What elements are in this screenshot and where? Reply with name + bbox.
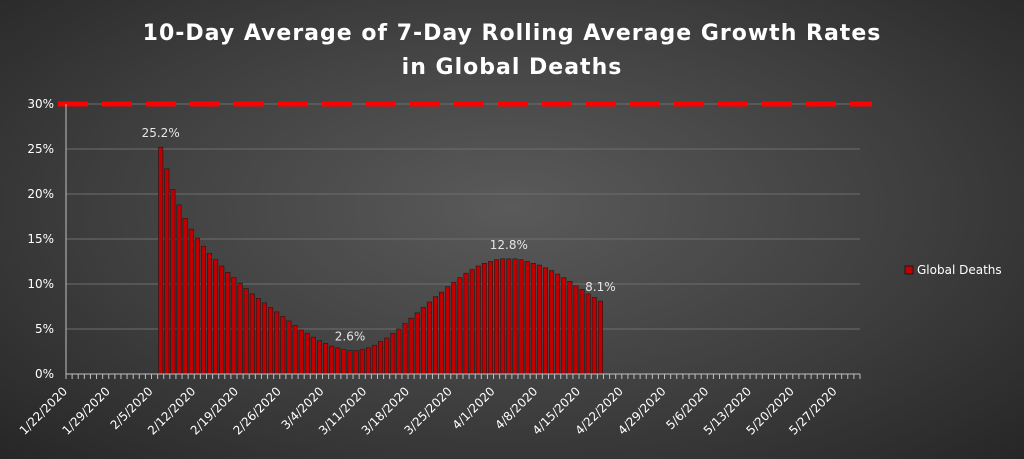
- bar: [219, 265, 225, 375]
- bar: [402, 323, 408, 375]
- bar: [255, 298, 261, 375]
- bar: [353, 350, 359, 375]
- bar: [335, 347, 341, 375]
- legend: Global Deaths: [904, 263, 1002, 277]
- bar: [518, 259, 524, 375]
- bar: [585, 293, 591, 375]
- data-label: 25.2%: [142, 126, 180, 140]
- bar: [194, 237, 200, 375]
- bar: [469, 269, 475, 375]
- bar: [506, 258, 512, 375]
- bar: [225, 271, 231, 375]
- bar: [286, 320, 292, 375]
- bar: [433, 296, 439, 375]
- bar: [268, 307, 274, 375]
- y-tick-label: 30%: [27, 97, 54, 111]
- bar: [298, 329, 304, 375]
- bar: [426, 301, 432, 375]
- bar: [463, 272, 469, 375]
- legend-label: Global Deaths: [917, 263, 1002, 277]
- bar: [561, 277, 567, 375]
- bar: [475, 265, 481, 375]
- bar: [579, 289, 585, 375]
- bar: [439, 291, 445, 375]
- bar: [188, 228, 194, 375]
- y-tick-label: 0%: [35, 367, 54, 381]
- bar: [213, 259, 219, 375]
- bar: [487, 261, 493, 375]
- bar: [512, 258, 518, 375]
- bar: [158, 146, 164, 375]
- data-label: 2.6%: [335, 330, 366, 344]
- bar: [524, 261, 530, 375]
- bar: [249, 293, 255, 375]
- x-tick-label: 4/1/2020: [450, 384, 498, 432]
- bar: [549, 270, 555, 375]
- bar: [304, 333, 310, 375]
- bar: [451, 281, 457, 375]
- bar: [316, 340, 322, 375]
- y-tick-label: 15%: [27, 232, 54, 246]
- labels-layer: 25.2% 2.6% 12.8% 8.1%: [142, 126, 616, 343]
- bar: [567, 280, 573, 375]
- bar: [420, 307, 426, 375]
- bar: [573, 285, 579, 375]
- bar: [555, 273, 561, 375]
- bar: [536, 264, 542, 375]
- chart-title-line-1: 10-Day Average of 7-Day Rolling Average …: [143, 21, 882, 46]
- bar: [591, 297, 597, 375]
- chart-title-line-2: in Global Deaths: [402, 55, 623, 80]
- bar: [329, 345, 335, 375]
- bar: [262, 302, 267, 375]
- bar: [200, 245, 206, 375]
- bar: [494, 259, 500, 375]
- bar: [396, 328, 402, 375]
- bar: [542, 267, 548, 375]
- bar: [384, 337, 390, 375]
- bar: [530, 262, 536, 375]
- data-label: 8.1%: [585, 280, 616, 294]
- bar: [237, 282, 243, 375]
- bar: [365, 347, 371, 375]
- bar: [445, 286, 451, 375]
- y-tick-label: 5%: [35, 322, 54, 336]
- bar: [231, 277, 237, 375]
- bar: [457, 277, 463, 375]
- bar: [182, 218, 188, 375]
- bar: [378, 341, 384, 375]
- bar: [359, 349, 365, 375]
- bar: [500, 258, 506, 375]
- bar: [390, 333, 396, 375]
- bar: [310, 336, 316, 375]
- bar: [170, 189, 176, 375]
- bar: [347, 350, 353, 375]
- bar: [323, 343, 329, 375]
- bar: [341, 349, 347, 375]
- bar: [176, 204, 182, 375]
- y-tick-label: 25%: [27, 142, 54, 156]
- bar: [274, 311, 280, 375]
- bar: [164, 168, 170, 375]
- axis-layer: 0%5%10%15%20%25%30%1/22/20201/29/20202/5…: [17, 97, 861, 438]
- bar: [414, 312, 420, 375]
- data-label: 12.8%: [490, 238, 528, 252]
- y-tick-label: 20%: [27, 187, 54, 201]
- bar: [597, 300, 603, 375]
- bar: [243, 288, 249, 375]
- bar: [207, 253, 213, 375]
- y-tick-label: 10%: [27, 277, 54, 291]
- bar: [408, 317, 414, 375]
- bar: [371, 344, 377, 375]
- legend-swatch: [904, 265, 914, 275]
- bar: [292, 325, 298, 375]
- bars-layer: [158, 146, 603, 375]
- bar: [481, 262, 487, 375]
- bar: [280, 316, 286, 375]
